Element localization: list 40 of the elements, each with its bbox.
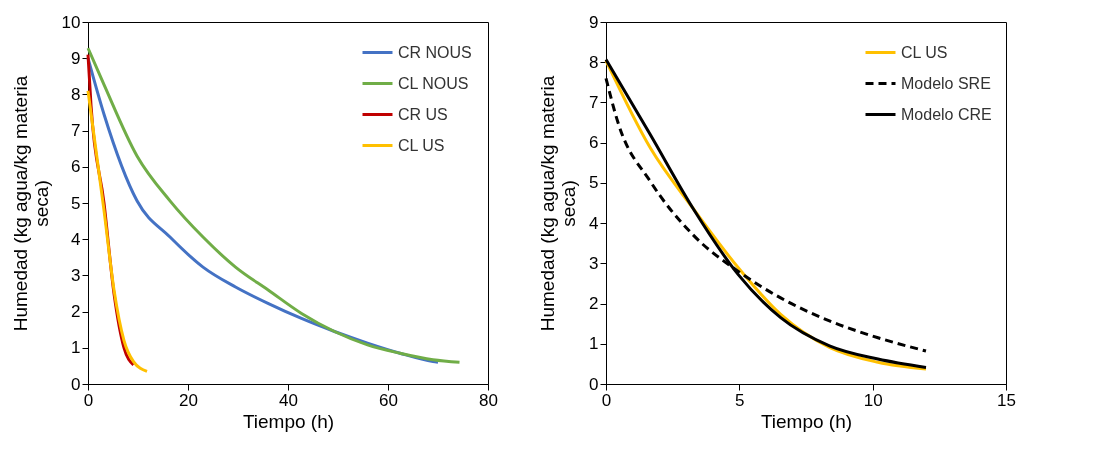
x-tick-label: 5 xyxy=(735,390,745,410)
y-tick-label: 2 xyxy=(589,294,599,314)
y-tick-label: 1 xyxy=(589,334,599,354)
x-tick-label: 40 xyxy=(279,390,298,410)
y-tick-label: 6 xyxy=(71,157,81,177)
y-tick-label: 5 xyxy=(589,173,599,193)
legend-label: CL US xyxy=(398,136,445,154)
legend-label: CL NOUS xyxy=(398,74,469,92)
x-tick-label: 20 xyxy=(179,390,198,410)
y-tick-label: 7 xyxy=(71,121,81,141)
y-tick-label: 0 xyxy=(71,374,81,394)
y-tick-label: 8 xyxy=(589,52,599,72)
legend-label: Modelo CRE xyxy=(901,105,992,123)
y-tick-label: 6 xyxy=(589,133,599,153)
x-tick-label: 15 xyxy=(997,390,1016,410)
y-tick-label: 10 xyxy=(61,12,81,32)
y-axis-title: Humedad (kg agua/kg materia seca) xyxy=(537,75,580,332)
legend-label: Modelo SRE xyxy=(901,74,991,92)
y-tick-label: 5 xyxy=(71,193,81,213)
y-tick-label: 3 xyxy=(589,253,599,273)
y-tick-label: 3 xyxy=(71,265,81,285)
y-tick-label: 4 xyxy=(71,229,81,249)
y-axis-title: Humedad (kg agua/kg materia seca) xyxy=(9,75,52,332)
x-axis-title: Tiempo (h) xyxy=(760,410,853,432)
y-tick-label: 9 xyxy=(589,12,599,32)
x-tick-label: 80 xyxy=(479,390,498,410)
y-tick-label: 1 xyxy=(71,338,81,358)
y-tick-label: 0 xyxy=(589,374,599,394)
legend-label: CR US xyxy=(398,105,448,123)
y-tick-label: 2 xyxy=(71,302,81,322)
x-tick-label: 10 xyxy=(863,390,883,410)
legend-label: CR NOUS xyxy=(398,43,472,61)
legend-label: CL US xyxy=(901,43,948,61)
y-tick-label: 9 xyxy=(71,48,81,68)
y-tick-label: 7 xyxy=(589,92,599,112)
y-tick-label: 4 xyxy=(589,213,599,233)
x-tick-label: 60 xyxy=(379,390,398,410)
y-tick-label: 8 xyxy=(71,84,81,104)
line-series xyxy=(86,89,149,373)
x-axis-title: Tiempo (h) xyxy=(242,410,335,432)
